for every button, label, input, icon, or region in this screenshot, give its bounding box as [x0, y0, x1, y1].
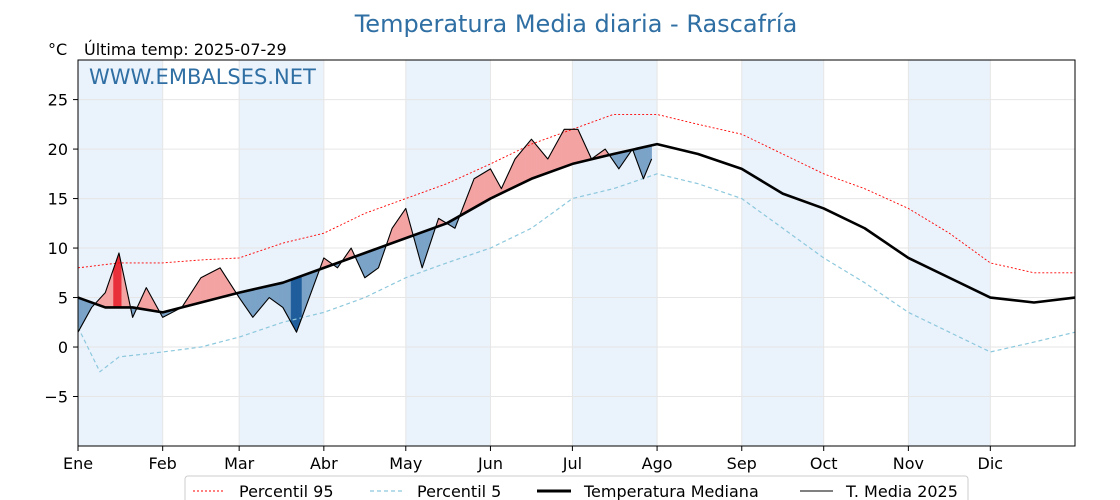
- x-axis: Ene Feb Mar Abr May Jun Jul Ago Sep Oct Nov Dic: [63, 446, 1003, 473]
- anomaly-segment: [364, 251, 368, 279]
- x-tick-label-Nov: Nov: [893, 454, 924, 473]
- x-tick-label-Oct: Oct: [810, 454, 838, 473]
- anomaly-segment: [561, 129, 565, 169]
- x-tick-label-Mar: Mar: [224, 454, 255, 473]
- anomaly-fill: [77, 129, 652, 333]
- y-tick-label: −5: [44, 388, 68, 407]
- watermark: WWW.EMBALSES.NET: [89, 65, 316, 89]
- anomaly-segment: [296, 276, 300, 333]
- anomaly-segment: [252, 288, 256, 319]
- anomaly-segment: [522, 145, 527, 184]
- anomaly-segment: [484, 170, 488, 203]
- legend-label-p95: Percentil 95: [239, 482, 334, 500]
- y-tick-label: 15: [48, 190, 68, 209]
- x-tick-label-Ene: Ene: [63, 454, 93, 473]
- anomaly-segment: [277, 282, 281, 306]
- series-lines: [77, 113, 1076, 373]
- anomaly-segment: [274, 283, 278, 304]
- anomaly-segment: [569, 129, 573, 166]
- anomaly-segment: [372, 248, 376, 273]
- y-axis: −5 0 5 10 15 20 25: [44, 91, 78, 407]
- legend-box: [184, 475, 969, 500]
- anomaly-segment: [525, 141, 529, 182]
- series-line-p5: [77, 173, 1076, 373]
- y-tick-label: 0: [58, 338, 68, 357]
- legend-label-median: Temperatura Mediana: [583, 482, 759, 500]
- legend: Percentil 95 Percentil 5 Temperatura Med…: [184, 475, 969, 500]
- month-band-Mar: [239, 60, 324, 446]
- y-tick-label: 10: [48, 239, 68, 258]
- anomaly-segment: [574, 129, 579, 164]
- anomaly-segment: [285, 280, 289, 318]
- anomaly-segment: [539, 148, 543, 177]
- anomaly-segment: [217, 267, 221, 299]
- anomaly-segment: [370, 249, 374, 275]
- plot-bands: [78, 60, 991, 446]
- anomaly-segment: [479, 173, 483, 206]
- month-band-Jul: [572, 60, 658, 446]
- anomaly-segment: [367, 250, 371, 277]
- month-band-Ene: [78, 60, 163, 446]
- anomaly-segment: [517, 151, 521, 186]
- x-tick-label-Jun: Jun: [477, 454, 503, 473]
- x-tick-label-Ago: Ago: [642, 454, 673, 473]
- anomaly-segment: [200, 275, 204, 303]
- anomaly-segment: [208, 271, 213, 301]
- anomaly-segment: [533, 141, 538, 179]
- anomaly-segment: [375, 247, 379, 271]
- anomaly-segment: [293, 277, 297, 333]
- y-tick-label: 25: [48, 91, 68, 110]
- anomaly-segment: [563, 129, 568, 168]
- y-unit-label: °C: [48, 40, 67, 59]
- anomaly-segment: [476, 175, 480, 207]
- x-tick-label-Jul: Jul: [562, 454, 582, 473]
- anomaly-segment: [514, 154, 519, 188]
- last-temp-subtitle: Última temp: 2025-07-29: [84, 40, 287, 59]
- anomaly-segment: [271, 284, 275, 302]
- plot-frame: [77, 59, 1076, 447]
- legend-label-p5: Percentil 5: [417, 482, 501, 500]
- anomaly-segment: [402, 207, 407, 240]
- legend-label-current: T. Media 2025: [845, 482, 958, 500]
- anomaly-segment: [473, 176, 478, 209]
- x-tick-label-May: May: [389, 454, 422, 473]
- anomaly-segment: [288, 279, 292, 323]
- anomaly-segment: [211, 270, 215, 300]
- anomaly-segment: [520, 148, 524, 185]
- anomaly-segment: [566, 129, 570, 167]
- x-tick-label-Sep: Sep: [727, 454, 757, 473]
- y-tick-label: 5: [58, 289, 68, 308]
- anomaly-segment: [206, 273, 210, 302]
- anomaly-segment: [487, 168, 491, 201]
- series-line-median: [77, 142, 1076, 314]
- month-band-Sep: [741, 60, 824, 446]
- series-line-p95: [77, 113, 1075, 274]
- x-tick-label-Feb: Feb: [149, 454, 177, 473]
- anomaly-segment: [279, 282, 284, 308]
- x-tick-label-Abr: Abr: [310, 454, 338, 473]
- y-tick-label: 20: [48, 140, 68, 159]
- anomaly-segment: [203, 274, 207, 303]
- month-band-Nov: [908, 60, 991, 446]
- anomaly-segment: [255, 287, 259, 315]
- x-tick-label-Dic: Dic: [978, 454, 1004, 473]
- anomaly-segment: [214, 268, 218, 300]
- anomaly-segment: [536, 145, 540, 178]
- anomaly-segment: [572, 129, 576, 165]
- anomaly-segment: [482, 171, 486, 204]
- anomaly-segment: [531, 138, 535, 180]
- chart-title: Temperatura Media diaria - Rascafría: [354, 10, 798, 38]
- series-line-current: [77, 128, 653, 333]
